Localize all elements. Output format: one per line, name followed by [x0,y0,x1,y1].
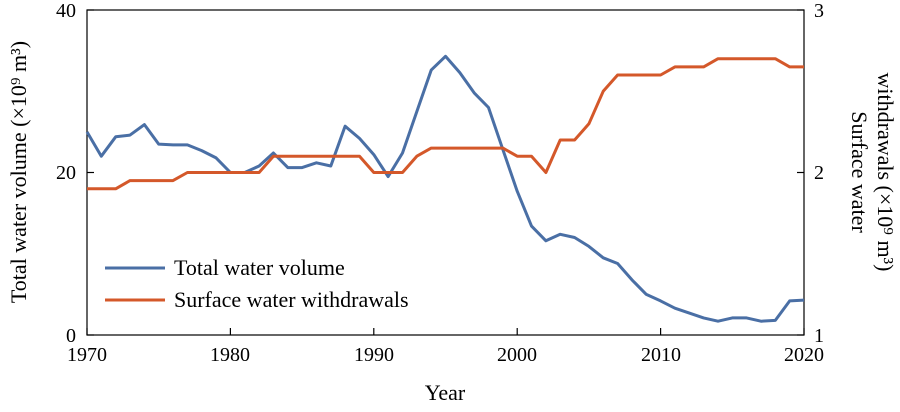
legend: Total water volume Surface water withdra… [105,255,409,312]
x-tick-label: 2020 [784,344,824,366]
series-line-total-water-volume [85,54,805,323]
y-right-axis-title-line1: Surface water [847,111,872,233]
x-tick-label: 1980 [210,344,250,366]
legend-label-total-water-volume: Total water volume [174,255,345,280]
y-right-tick-label: 2 [814,162,824,184]
y-right-tick-label: 3 [814,0,824,22]
series-lines [85,54,805,323]
x-tick-label: 2010 [641,344,681,366]
tick-marks [86,9,805,336]
y-left-tick-label: 20 [56,162,76,184]
y-left-axis-title: Total water volume (×10⁹ m³) [6,41,31,303]
x-tick-label: 1990 [354,344,394,366]
x-tick-label: 2000 [497,344,537,366]
y-left-tick-label: 0 [66,325,76,347]
x-axis-title: Year [425,380,466,405]
y-right-axis-title-line2: withdrawals (×10⁹ m³) [873,73,898,272]
legend-label-surface-water-withdrawals: Surface water withdrawals [174,287,409,312]
y-right-tick-label: 1 [814,325,824,347]
series-line-surface-water-withdrawals [87,57,804,191]
y-left-tick-label: 40 [56,0,76,22]
x-tick-label: 1970 [67,344,107,366]
